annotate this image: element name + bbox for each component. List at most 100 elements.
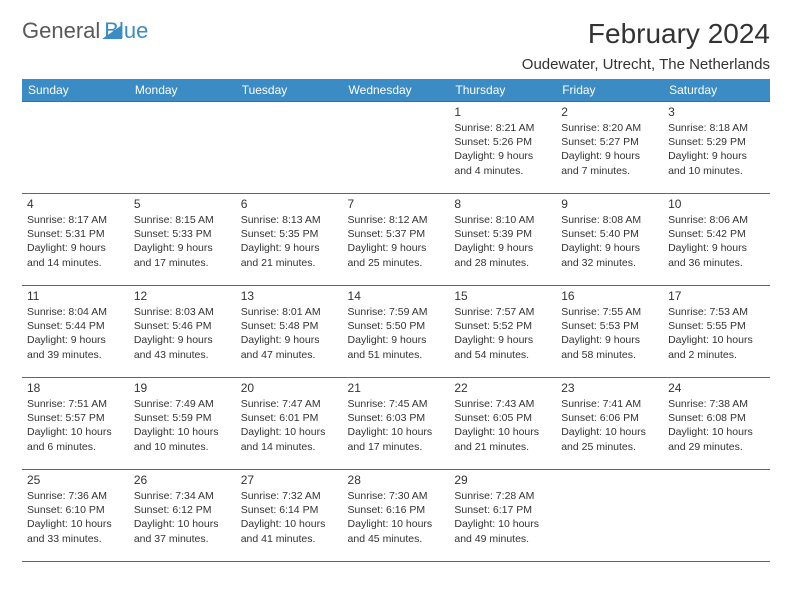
daylight-text: Daylight: 10 hours and 37 minutes. (134, 517, 231, 545)
calendar-cell: 12Sunrise: 8:03 AMSunset: 5:46 PMDayligh… (129, 286, 236, 378)
day-number: 10 (668, 197, 765, 211)
day-info: Sunrise: 7:32 AMSunset: 6:14 PMDaylight:… (241, 489, 338, 546)
sunrise-text: Sunrise: 8:03 AM (134, 305, 231, 319)
sunrise-text: Sunrise: 8:06 AM (668, 213, 765, 227)
day-header: Friday (556, 79, 663, 102)
sunset-text: Sunset: 5:46 PM (134, 319, 231, 333)
sunset-text: Sunset: 5:52 PM (454, 319, 551, 333)
day-number: 2 (561, 105, 658, 119)
calendar-cell: 19 Sunrise: 7:49 AMSunset: 5:59 PMDayligh… (129, 378, 236, 470)
calendar-cell: 23Sunrise: 7:41 AMSunset: 6:06 PMDayligh… (556, 378, 663, 470)
calendar-week: 1Sunrise: 8:21 AMSunset: 5:26 PMDaylight… (22, 102, 770, 194)
daylight-text: Daylight: 9 hours and 36 minutes. (668, 241, 765, 269)
day-info: Sunrise: 7:57 AMSunset: 5:52 PMDaylight:… (454, 305, 551, 362)
day-header: Saturday (663, 79, 770, 102)
day-number: 16 (561, 289, 658, 303)
sunrise-text: Sunrise: 8:17 AM (27, 213, 124, 227)
sunset-text: Sunset: 5:37 PM (348, 227, 445, 241)
day-number: 1 (454, 105, 551, 119)
sunrise-text: Sunrise: 7:57 AM (454, 305, 551, 319)
day-info: Sunrise: 7:41 AMSunset: 6:06 PMDaylight:… (561, 397, 658, 454)
calendar-cell: 28Sunrise: 7:30 AMSunset: 6:16 PMDayligh… (343, 470, 450, 562)
day-number: 13 (241, 289, 338, 303)
calendar-cell: 1Sunrise: 8:21 AMSunset: 5:26 PMDaylight… (449, 102, 556, 194)
sunset-text: Sunset: 5:53 PM (561, 319, 658, 333)
calendar-table: Sunday Monday Tuesday Wednesday Thursday… (22, 79, 770, 562)
day-header: Tuesday (236, 79, 343, 102)
daylight-text: Daylight: 10 hours and 49 minutes. (454, 517, 551, 545)
sunset-text: Sunset: 5:50 PM (348, 319, 445, 333)
sunset-text: Sunset: 6:12 PM (134, 503, 231, 517)
day-header: Monday (129, 79, 236, 102)
calendar-cell: 4 Sunrise: 8:17 AMSunset: 5:31 PMDaylight… (22, 194, 129, 286)
sunset-text: Sunset: 5:33 PM (134, 227, 231, 241)
sunrise-text: Sunrise: 7:36 AM (27, 489, 124, 503)
daylight-text: Daylight: 10 hours and 17 minutes. (348, 425, 445, 453)
day-info: Sunrise: 8:10 AMSunset: 5:39 PMDaylight:… (454, 213, 551, 270)
day-number: 24 (668, 381, 765, 395)
day-info: Sunrise: 8:12 AMSunset: 5:37 PMDaylight:… (348, 213, 445, 270)
calendar-cell: 21Sunrise: 7:45 AMSunset: 6:03 PMDayligh… (343, 378, 450, 470)
calendar-week: 4Sunrise: 8:17 AMSunset: 5:31 PMDaylight… (22, 194, 770, 286)
sunset-text: Sunset: 6:17 PM (454, 503, 551, 517)
calendar-cell (663, 470, 770, 562)
day-header: Thursday (449, 79, 556, 102)
day-header: Wednesday (343, 79, 450, 102)
day-info: Sunrise: 8:17 AMSunset: 5:31 PMDaylight:… (27, 213, 124, 270)
calendar-cell: 8 Sunrise: 8:10 AMSunset: 5:39 PMDaylight… (449, 194, 556, 286)
sunrise-text: Sunrise: 7:28 AM (454, 489, 551, 503)
sunrise-text: Sunrise: 7:45 AM (348, 397, 445, 411)
sunrise-text: Sunrise: 7:51 AM (27, 397, 124, 411)
calendar-cell: 6Sunrise: 8:13 AMSunset: 5:35 PMDaylight… (236, 194, 343, 286)
day-number: 8 (454, 197, 551, 211)
logo-text-general: General (22, 18, 100, 44)
calendar-cell: 3Sunrise: 8:18 AMSunset: 5:29 PMDaylight… (663, 102, 770, 194)
daylight-text: Daylight: 10 hours and 2 minutes. (668, 333, 765, 361)
logo: General Blue (22, 18, 148, 44)
calendar-cell: 14Sunrise: 7:59 AMSunset: 5:50 PMDayligh… (343, 286, 450, 378)
sunset-text: Sunset: 5:57 PM (27, 411, 124, 425)
calendar-cell: 17 Sunrise: 7:53 AMSunset: 5:55 PMDayligh… (663, 286, 770, 378)
sunrise-text: Sunrise: 8:08 AM (561, 213, 658, 227)
daylight-text: Daylight: 9 hours and 25 minutes. (348, 241, 445, 269)
daylight-text: Daylight: 9 hours and 51 minutes. (348, 333, 445, 361)
sunset-text: Sunset: 5:31 PM (27, 227, 124, 241)
sunrise-text: Sunrise: 8:01 AM (241, 305, 338, 319)
calendar-cell (343, 102, 450, 194)
daylight-text: Daylight: 10 hours and 45 minutes. (348, 517, 445, 545)
day-info: Sunrise: 8:08 AMSunset: 5:40 PMDaylight:… (561, 213, 658, 270)
day-number: 4 (27, 197, 124, 211)
day-info: Sunrise: 7:53 AMSunset: 5:55 PMDaylight:… (668, 305, 765, 362)
day-number: 29 (454, 473, 551, 487)
calendar-week: 25Sunrise: 7:36 AMSunset: 6:10 PMDayligh… (22, 470, 770, 562)
day-number: 27 (241, 473, 338, 487)
calendar-cell: 26Sunrise: 7:34 AMSunset: 6:12 PMDayligh… (129, 470, 236, 562)
sunrise-text: Sunrise: 7:55 AM (561, 305, 658, 319)
day-info: Sunrise: 7:38 AMSunset: 6:08 PMDaylight:… (668, 397, 765, 454)
day-number: 17 (668, 289, 765, 303)
day-info: Sunrise: 7:28 AMSunset: 6:17 PMDaylight:… (454, 489, 551, 546)
daylight-text: Daylight: 10 hours and 14 minutes. (241, 425, 338, 453)
calendar-cell: 29 Sunrise: 7:28 AMSunset: 6:17 PMDayligh… (449, 470, 556, 562)
sunrise-text: Sunrise: 8:12 AM (348, 213, 445, 227)
daylight-text: Daylight: 9 hours and 28 minutes. (454, 241, 551, 269)
sunset-text: Sunset: 5:27 PM (561, 135, 658, 149)
daylight-text: Daylight: 10 hours and 10 minutes. (134, 425, 231, 453)
day-number: 19 (134, 381, 231, 395)
day-number: 3 (668, 105, 765, 119)
day-number: 20 (241, 381, 338, 395)
sunset-text: Sunset: 6:16 PM (348, 503, 445, 517)
day-number: 14 (348, 289, 445, 303)
day-info: Sunrise: 7:55 AMSunset: 5:53 PMDaylight:… (561, 305, 658, 362)
sunrise-text: Sunrise: 7:32 AM (241, 489, 338, 503)
calendar-cell: 10Sunrise: 8:06 AMSunset: 5:42 PMDayligh… (663, 194, 770, 286)
sunset-text: Sunset: 5:40 PM (561, 227, 658, 241)
day-info: Sunrise: 7:49 AMSunset: 5:59 PMDaylight:… (134, 397, 231, 454)
day-number: 21 (348, 381, 445, 395)
daylight-text: Daylight: 10 hours and 6 minutes. (27, 425, 124, 453)
calendar-cell: 15Sunrise: 7:57 AMSunset: 5:52 PMDayligh… (449, 286, 556, 378)
sunset-text: Sunset: 6:10 PM (27, 503, 124, 517)
calendar-cell: 11Sunrise: 8:04 AMSunset: 5:44 PMDayligh… (22, 286, 129, 378)
calendar-cell: 18Sunrise: 7:51 AMSunset: 5:57 PMDayligh… (22, 378, 129, 470)
daylight-text: Daylight: 9 hours and 14 minutes. (27, 241, 124, 269)
